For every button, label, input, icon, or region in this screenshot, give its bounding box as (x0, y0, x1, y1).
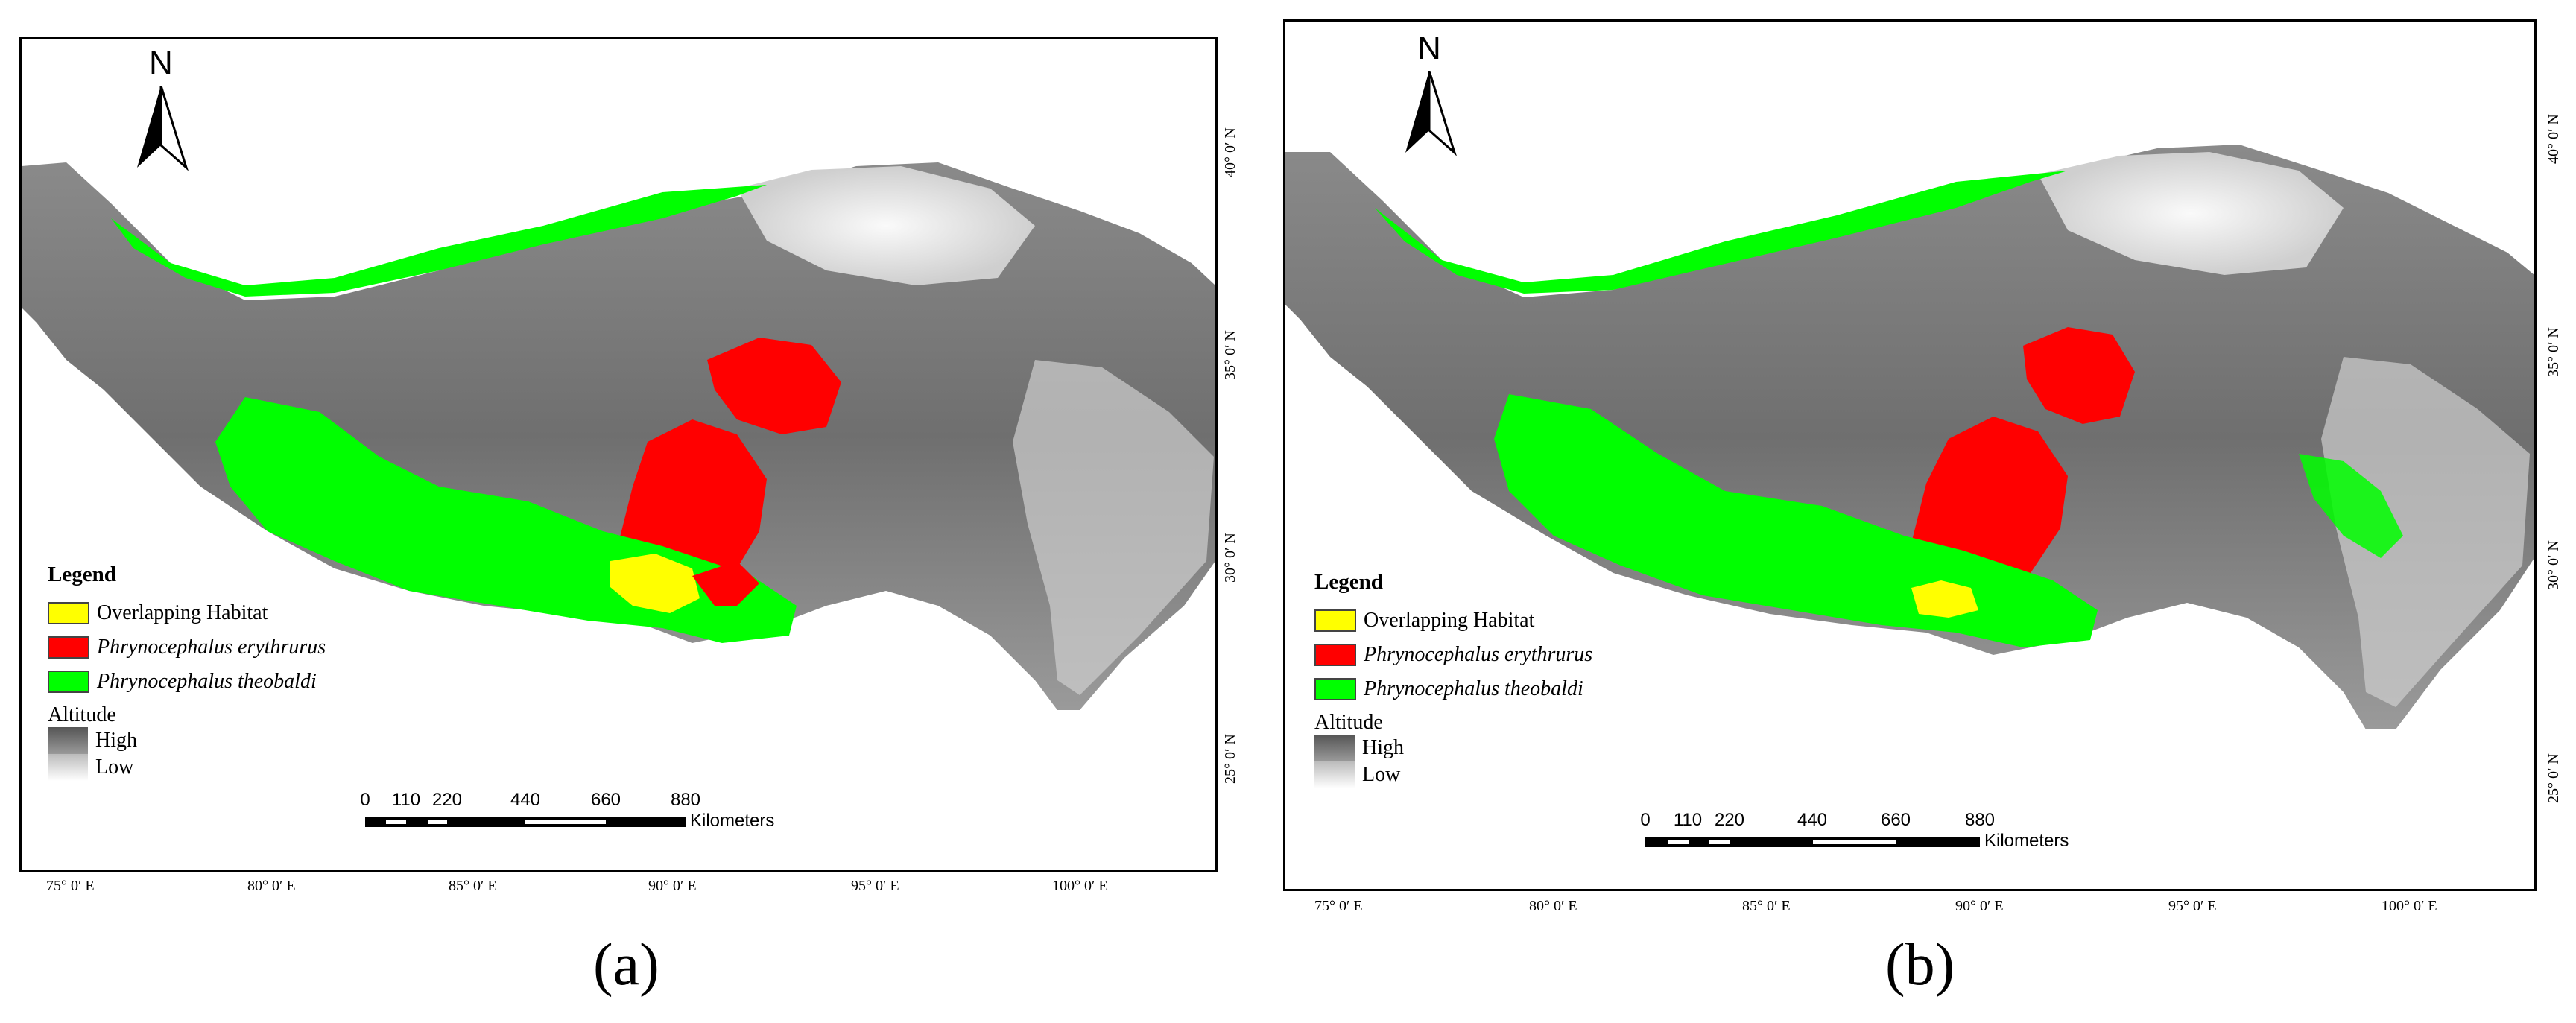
overlap-swatch (48, 602, 89, 624)
overlap-swatch (1314, 609, 1356, 632)
map-panel-a: N Legend Overlapping Habitat Phrynocepha… (19, 37, 1238, 998)
lon-label: 90° 0′ E (1955, 898, 2004, 914)
scale-tick: 110 (391, 790, 421, 810)
scale-tick: 440 (510, 790, 541, 810)
altitude-low: Low (48, 754, 361, 781)
lat-label: 35° 0′ N (1222, 330, 1238, 380)
legend-title: Legend (1314, 570, 1383, 594)
altitude-gradient-high (1314, 735, 1355, 761)
altitude-low: Low (1314, 761, 1642, 788)
map-panel-b: N Legend Overlapping Habitat Phrynocepha… (1282, 0, 2576, 1023)
lat-label: 25° 0′ N (2545, 753, 2562, 803)
scale-tick: 660 (1880, 810, 1911, 830)
theobaldi-habitat-east (2299, 454, 2403, 558)
terrain-map (22, 162, 1215, 710)
legend-label: Overlapping Habitat (97, 601, 268, 624)
altitude-high: High (48, 727, 361, 754)
legend-item-overlap: Overlapping Habitat (48, 596, 361, 630)
terrain-map (1285, 145, 2534, 729)
scale-tick: 0 (1640, 810, 1651, 830)
lon-label: 100° 0′ E (2382, 898, 2437, 914)
legend-label: Phrynocephalus erythrurus (1364, 643, 1593, 666)
scale-bar: 0 110 220 440 660 880 Kilometers (1624, 810, 2101, 855)
legend-item-erythrurus: Phrynocephalus erythrurus (48, 630, 361, 665)
overlapping-habitat (610, 554, 700, 613)
lat-label: 30° 0′ N (2545, 540, 2562, 590)
altitude-title: Altitude (1314, 711, 1383, 734)
scale-tick: 220 (431, 790, 463, 810)
lat-label: 30° 0′ N (1222, 533, 1238, 583)
lat-label: 40° 0′ N (1222, 127, 1238, 177)
legend-label: Phrynocephalus theobaldi (1364, 677, 1583, 700)
legend-item-theobaldi: Phrynocephalus theobaldi (1314, 672, 1642, 706)
panel-label-a: (a) (593, 932, 659, 998)
altitude-title: Altitude (48, 703, 116, 726)
north-label: N (1417, 30, 1441, 66)
panel-label-b: (b) (1885, 932, 1955, 998)
legend-label: Phrynocephalus theobaldi (97, 670, 317, 693)
scale-tick: 110 (1673, 810, 1703, 830)
lat-label: 25° 0′ N (1222, 734, 1238, 784)
legend-item-theobaldi: Phrynocephalus theobaldi (48, 665, 361, 699)
scale-bar-graphic (1645, 837, 1980, 847)
lon-label: 80° 0′ E (247, 878, 296, 894)
theobaldi-habitat-north (1375, 171, 2068, 294)
overlapping-habitat (1911, 580, 1978, 618)
scale-tick: 880 (670, 790, 701, 810)
scale-tick: 220 (1714, 810, 1745, 830)
legend-item-erythrurus: Phrynocephalus erythrurus (1314, 638, 1642, 672)
scale-tick: 440 (1797, 810, 1828, 830)
lat-label: 40° 0′ N (2545, 114, 2562, 164)
theobaldi-habitat-north (111, 185, 767, 297)
altitude-gradient-high (48, 727, 88, 754)
legend-label: Overlapping Habitat (1364, 609, 1535, 632)
tibetan-plateau-terrain (1285, 145, 2534, 729)
lon-label: 85° 0′ E (449, 878, 497, 894)
erythrurus-swatch (48, 636, 89, 659)
legend-item-overlap: Overlapping Habitat (1314, 604, 1642, 638)
scale-bar-graphic (365, 817, 686, 827)
scale-tick: 880 (1964, 810, 1996, 830)
lon-label: 80° 0′ E (1529, 898, 1577, 914)
qaidam-basin-terrain (2038, 152, 2344, 275)
lon-label: 90° 0′ E (648, 878, 697, 894)
scale-unit: Kilometers (1984, 831, 2069, 851)
theobaldi-swatch (48, 671, 89, 693)
lat-label: 35° 0′ N (2545, 327, 2562, 377)
north-arrow: N (134, 45, 194, 171)
scale-unit: Kilometers (690, 811, 775, 831)
map-legend: Legend Overlapping Habitat Phrynocephalu… (1314, 570, 1642, 788)
north-arrow: N (1401, 30, 1461, 156)
erythrurus-habitat-east (2023, 327, 2135, 424)
lon-label: 75° 0′ E (46, 878, 95, 894)
erythrurus-habitat-east (707, 338, 841, 434)
lon-label: 95° 0′ E (2168, 898, 2217, 914)
scale-bar: 0 110 220 440 660 880 Kilometers (350, 790, 797, 834)
scale-tick: 0 (360, 790, 370, 810)
lon-label: 75° 0′ E (1314, 898, 1363, 914)
north-label: N (149, 45, 173, 81)
altitude-high: High (1314, 735, 1642, 761)
tibetan-plateau-terrain (22, 162, 1215, 710)
lon-label: 100° 0′ E (1052, 878, 1108, 894)
theobaldi-swatch (1314, 678, 1356, 700)
scale-tick: 660 (590, 790, 621, 810)
legend-label: Phrynocephalus erythrurus (97, 636, 326, 659)
qaidam-basin-terrain (737, 166, 1035, 285)
altitude-gradient-low (1314, 761, 1355, 788)
erythrurus-swatch (1314, 644, 1356, 666)
map-legend: Legend Overlapping Habitat Phrynocephalu… (48, 563, 361, 781)
lon-label: 95° 0′ E (851, 878, 899, 894)
altitude-gradient-low (48, 754, 88, 781)
lon-label: 85° 0′ E (1742, 898, 1791, 914)
legend-title: Legend (48, 563, 116, 586)
